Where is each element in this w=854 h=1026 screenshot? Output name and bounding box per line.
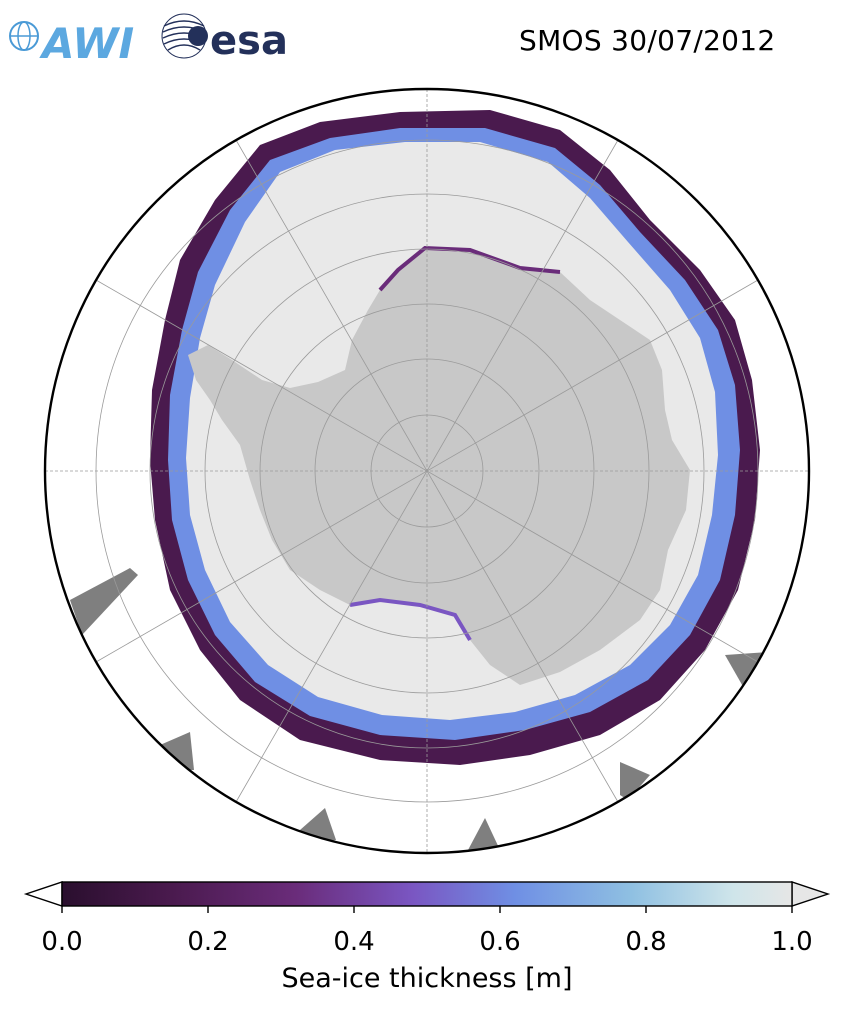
polar-map — [43, 87, 811, 855]
colorbar-gradient — [61, 881, 793, 907]
svg-text:AWI: AWI — [39, 19, 134, 64]
map-title: SMOS 30/07/2012 — [519, 24, 776, 57]
no-data-wedge — [70, 568, 138, 635]
awi-logo: AWI — [9, 19, 134, 64]
no-data-wedge — [620, 762, 650, 800]
colorbar-tick-label: 0.6 — [479, 927, 520, 957]
colorbar-extend-low — [23, 881, 63, 907]
colorbar-tick-label: 0.8 — [625, 927, 666, 957]
colorbar-tick-label: 0.0 — [41, 927, 82, 957]
colorbar-tick-label: 1.0 — [771, 927, 812, 957]
colorbar-tick-label: 0.4 — [333, 927, 374, 957]
colorbar-ticks: 0.0 0.2 0.4 0.6 0.8 1.0 — [41, 906, 813, 957]
colorbar-label: Sea-ice thickness [m] — [281, 963, 573, 994]
esa-logo: esa — [161, 13, 288, 64]
svg-text:esa: esa — [210, 18, 288, 64]
ice-shelf-fringe — [349, 597, 472, 642]
colorbar-extend-high — [791, 881, 831, 907]
no-data-wedge — [160, 732, 194, 770]
partner-logos: AWI esa — [9, 13, 288, 64]
antarctica-landmass — [188, 248, 690, 685]
map-boundary — [43, 87, 811, 855]
graticule — [45, 89, 809, 853]
colorbar: 0.0 0.2 0.4 0.6 0.8 1.0 — [23, 881, 831, 957]
ice-shelf-fringe — [378, 245, 561, 292]
colorbar-tick-label: 0.2 — [187, 927, 228, 957]
no-data-wedge — [468, 818, 500, 850]
